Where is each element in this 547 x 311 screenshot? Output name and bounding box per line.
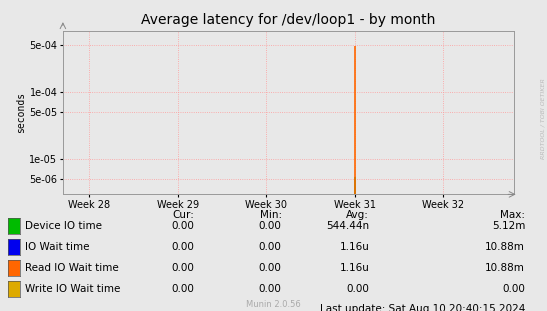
Text: 10.88m: 10.88m — [485, 263, 525, 273]
Text: RRDTOOL / TOBI OETIKER: RRDTOOL / TOBI OETIKER — [541, 78, 546, 159]
Text: Max:: Max: — [500, 210, 525, 220]
Text: 0.00: 0.00 — [171, 221, 194, 231]
Text: 0.00: 0.00 — [171, 263, 194, 273]
Text: 544.44n: 544.44n — [326, 221, 369, 231]
Text: 1.16u: 1.16u — [339, 242, 369, 252]
Text: 0.00: 0.00 — [346, 284, 369, 294]
Text: 0.00: 0.00 — [171, 284, 194, 294]
Text: 5.12m: 5.12m — [492, 221, 525, 231]
Text: Last update: Sat Aug 10 20:40:15 2024: Last update: Sat Aug 10 20:40:15 2024 — [320, 304, 525, 311]
Text: 1.16u: 1.16u — [339, 263, 369, 273]
Text: Device IO time: Device IO time — [25, 221, 102, 231]
Text: Write IO Wait time: Write IO Wait time — [25, 284, 120, 294]
Text: 0.00: 0.00 — [259, 263, 282, 273]
Text: Read IO Wait time: Read IO Wait time — [25, 263, 118, 273]
Text: 0.00: 0.00 — [259, 221, 282, 231]
Title: Average latency for /dev/loop1 - by month: Average latency for /dev/loop1 - by mont… — [141, 13, 436, 27]
Text: Cur:: Cur: — [172, 210, 194, 220]
Text: 0.00: 0.00 — [171, 242, 194, 252]
Text: Avg:: Avg: — [346, 210, 369, 220]
Text: Munin 2.0.56: Munin 2.0.56 — [246, 300, 301, 309]
Y-axis label: seconds: seconds — [16, 92, 26, 133]
Text: 0.00: 0.00 — [259, 284, 282, 294]
Text: IO Wait time: IO Wait time — [25, 242, 89, 252]
Text: Min:: Min: — [260, 210, 282, 220]
Text: 0.00: 0.00 — [259, 242, 282, 252]
Text: 0.00: 0.00 — [502, 284, 525, 294]
Text: 10.88m: 10.88m — [485, 242, 525, 252]
